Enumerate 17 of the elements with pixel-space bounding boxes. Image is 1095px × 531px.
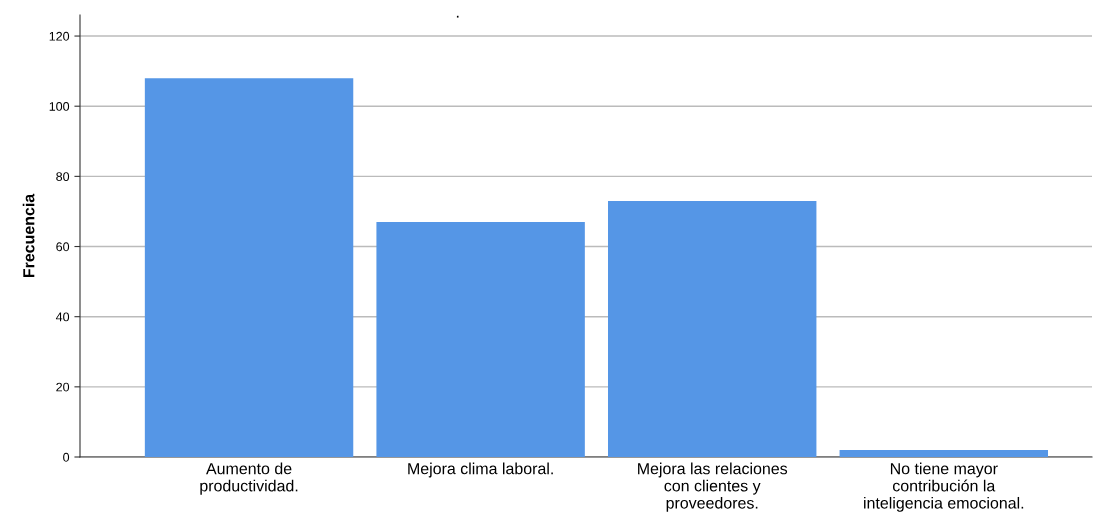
bar: [144, 78, 354, 457]
y-tick-label: 20: [56, 382, 70, 392]
y-tick-label: 120: [49, 31, 70, 41]
y-tick-label: 100: [49, 102, 70, 111]
y-axis-title: Frecuencia: [22, 193, 35, 278]
x-tick-label: Aumento de productividad.: [200, 462, 298, 495]
y-tick-label: 80: [56, 172, 70, 182]
bar: [608, 200, 817, 457]
y-tick-label: 60: [56, 242, 70, 252]
x-tick-label: No tiene mayor contribución la inteligencia emocional.: [864, 462, 1024, 512]
bar: [376, 221, 585, 457]
bar: [839, 449, 1048, 457]
y-tick-label: 40: [55, 312, 70, 322]
x-tick-label: Mejora clima laboral.: [408, 462, 553, 478]
x-tick-label: Mejora las relaciones con clientes y proveedores.: [638, 462, 788, 512]
chart-title: .: [456, 15, 459, 18]
y-tick-label: 0: [63, 452, 70, 462]
